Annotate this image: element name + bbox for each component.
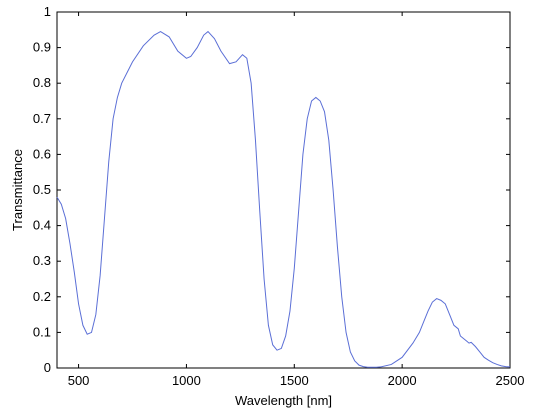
y-tick-label: 0.3 [33, 253, 51, 268]
tick-labels: 500 1000 1500 2000 2500 0 0.1 0.2 0.3 0.4 0.5 0.6 0.… [33, 4, 525, 388]
x-tick-label: 500 [68, 373, 90, 388]
y-tick-label: 0.9 [33, 40, 51, 55]
y-axis-label: Transmittance [10, 149, 25, 231]
y-tick-label: 0.7 [33, 111, 51, 126]
y-tick-label: 0.1 [33, 324, 51, 339]
y-tick-label: 0.2 [33, 289, 51, 304]
y-tick-label: 0.5 [33, 182, 51, 197]
y-tick-label: 0.6 [33, 146, 51, 161]
x-tick-label: 1500 [280, 373, 309, 388]
x-tick-label: 2000 [388, 373, 417, 388]
plot-area [56, 11, 511, 369]
y-tick-label: 0.8 [33, 75, 51, 90]
x-tick-label: 2500 [496, 373, 525, 388]
transmittance-line [56, 30, 511, 368]
y-tick-label: 0 [44, 360, 51, 375]
x-tick-label: 1000 [172, 373, 201, 388]
x-axis-label: Wavelength [nm] [235, 393, 332, 408]
ticks [57, 11, 511, 369]
y-tick-label: 0.4 [33, 218, 51, 233]
y-tick-label: 1 [44, 4, 51, 19]
